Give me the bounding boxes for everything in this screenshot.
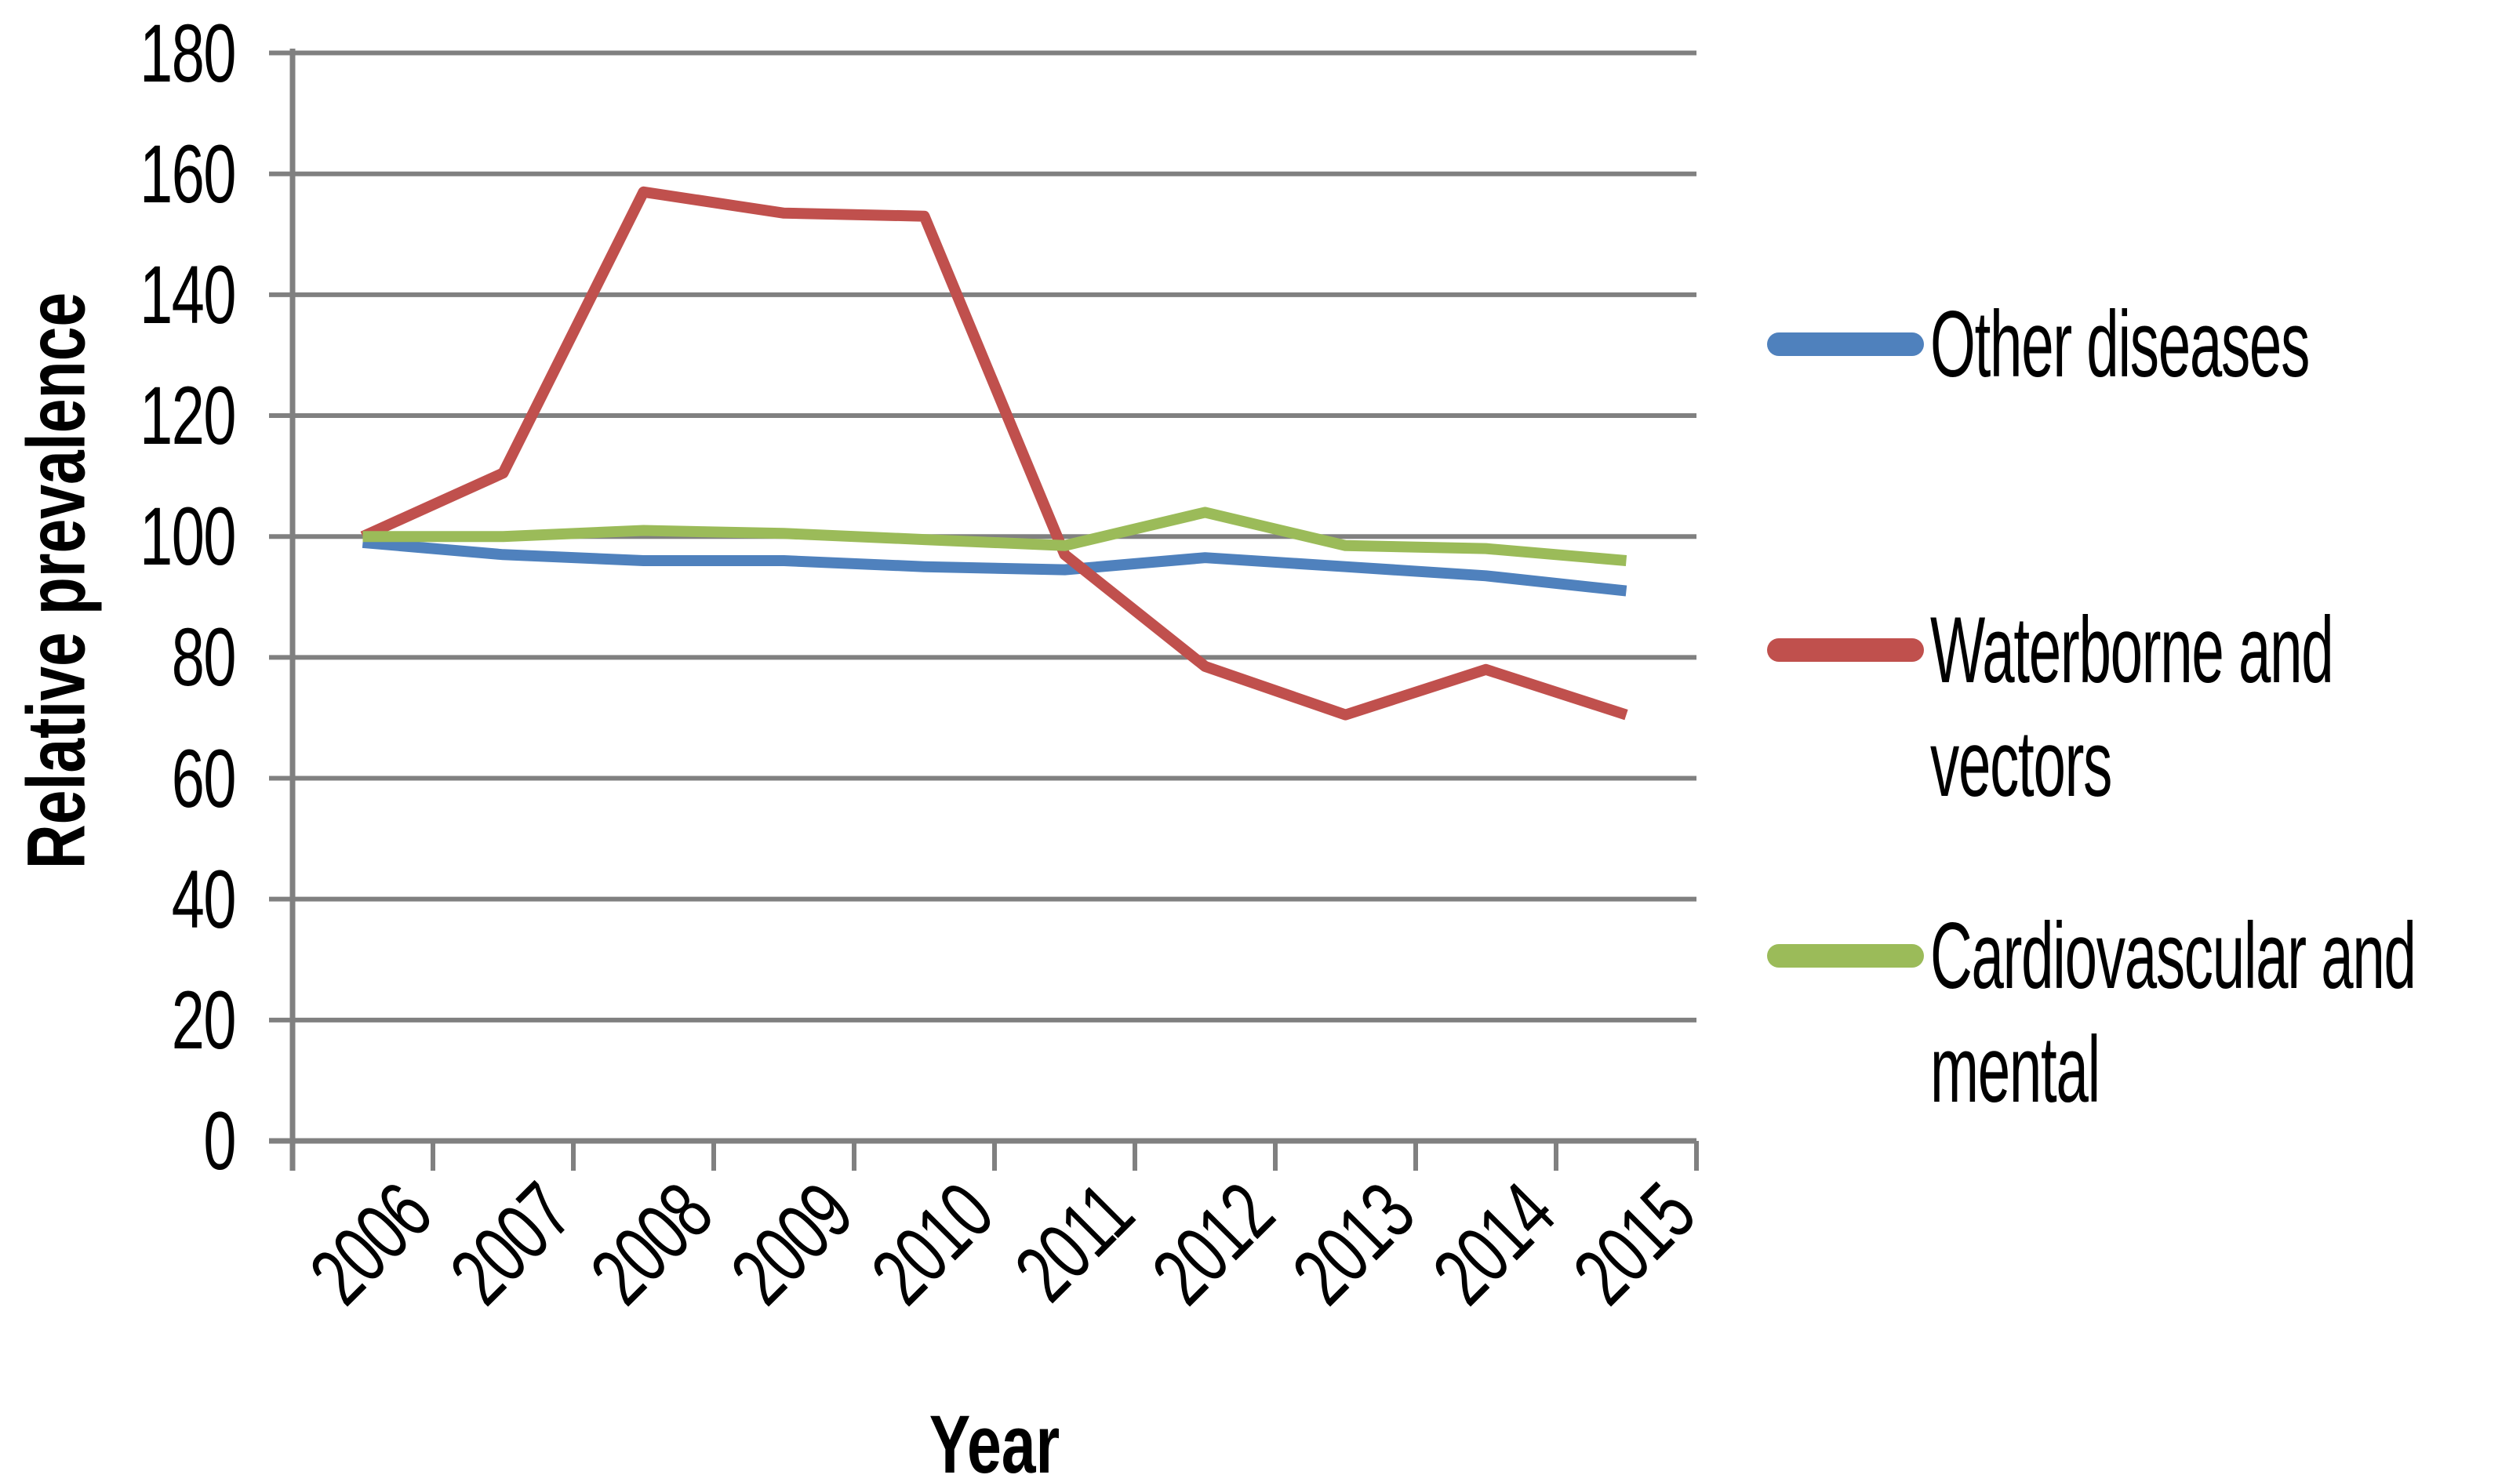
series-line-waterborne-and-vectors xyxy=(360,186,1628,721)
series-line-cardiovascular-and-mental xyxy=(362,507,1627,566)
y-tick-label-160: 160 xyxy=(140,128,236,220)
legend-label-line: vectors xyxy=(1930,711,2112,816)
legend-label: Other diseases xyxy=(1930,288,2310,401)
x-axis-title: Year xyxy=(929,1399,1060,1482)
series-line-other-diseases xyxy=(362,536,1627,597)
legend-line-swatch xyxy=(1767,332,1924,356)
legend-label: Waterborne and vectors xyxy=(1930,594,2334,821)
y-tick-label-180: 180 xyxy=(140,7,236,100)
y-tick-label-20: 20 xyxy=(171,974,237,1066)
legend-line-swatch xyxy=(1767,944,1924,968)
legend-item-waterborne-and-vectors: Waterborne and vectors xyxy=(1767,594,2520,821)
legend-item-cardiovascular-and-mental: Cardiovascular and mental xyxy=(1767,899,2520,1127)
legend-label: Cardiovascular and mental xyxy=(1930,899,2416,1127)
y-tick-label-60: 60 xyxy=(171,732,237,825)
y-tick-label-120: 120 xyxy=(140,370,236,463)
y-tick-label-0: 0 xyxy=(203,1095,236,1187)
legend-label-line: Other diseases xyxy=(1930,292,2310,397)
legend-label-line: Waterborne and xyxy=(1930,598,2334,703)
legend-item-other-diseases: Other diseases xyxy=(1767,288,2520,401)
y-tick-label-40: 40 xyxy=(171,853,237,946)
y-tick-label-80: 80 xyxy=(171,612,237,704)
legend-line-swatch xyxy=(1767,638,1924,662)
y-axis-title: Relative prevalence xyxy=(10,292,103,870)
legend-label-line: mental xyxy=(1930,1017,2100,1122)
y-tick-label-100: 100 xyxy=(140,491,236,583)
legend-label-line: Cardiovascular and xyxy=(1930,903,2416,1008)
y-tick-label-140: 140 xyxy=(140,249,236,341)
